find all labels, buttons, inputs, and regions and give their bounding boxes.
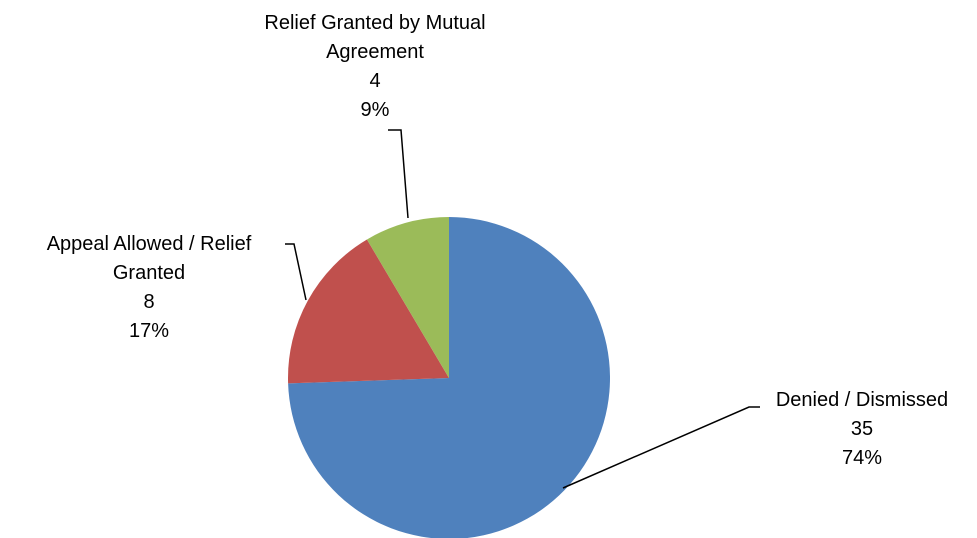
slice-percent-label: 17% (129, 320, 169, 342)
pie-slices (288, 217, 610, 538)
slice-category-label: Relief Granted by Mutual (264, 12, 485, 34)
slice-percent-label: 9% (361, 99, 390, 121)
leader-line (562, 406, 760, 489)
pie-slice (366, 217, 449, 378)
leader-lines (285, 129, 760, 489)
leader-line (285, 243, 307, 301)
leader-line (388, 129, 409, 219)
slice-value-label: 4 (369, 70, 380, 92)
data-labels: Denied / Dismissed 35 74% Appeal Allowed / … (47, 12, 948, 469)
slice-percent-label: 74% (842, 447, 882, 469)
slice-value-label: 35 (851, 418, 873, 440)
slice-category-label: Agreement (326, 41, 424, 63)
slice-category-label: Granted (113, 262, 185, 284)
slice-category-label: Denied / Dismissed (776, 389, 948, 411)
slice-value-label: 8 (143, 291, 154, 313)
slice-data-label: Denied / Dismissed 35 74% (776, 389, 948, 469)
slice-data-label: Relief Granted by Mutual Agreement 4 9% (264, 12, 485, 121)
pie-slice (288, 239, 449, 384)
pie-slice (288, 217, 610, 538)
slice-category-label: Appeal Allowed / Relief (47, 233, 252, 255)
slice-data-label: Appeal Allowed / Relief Granted 8 17% (47, 233, 252, 342)
